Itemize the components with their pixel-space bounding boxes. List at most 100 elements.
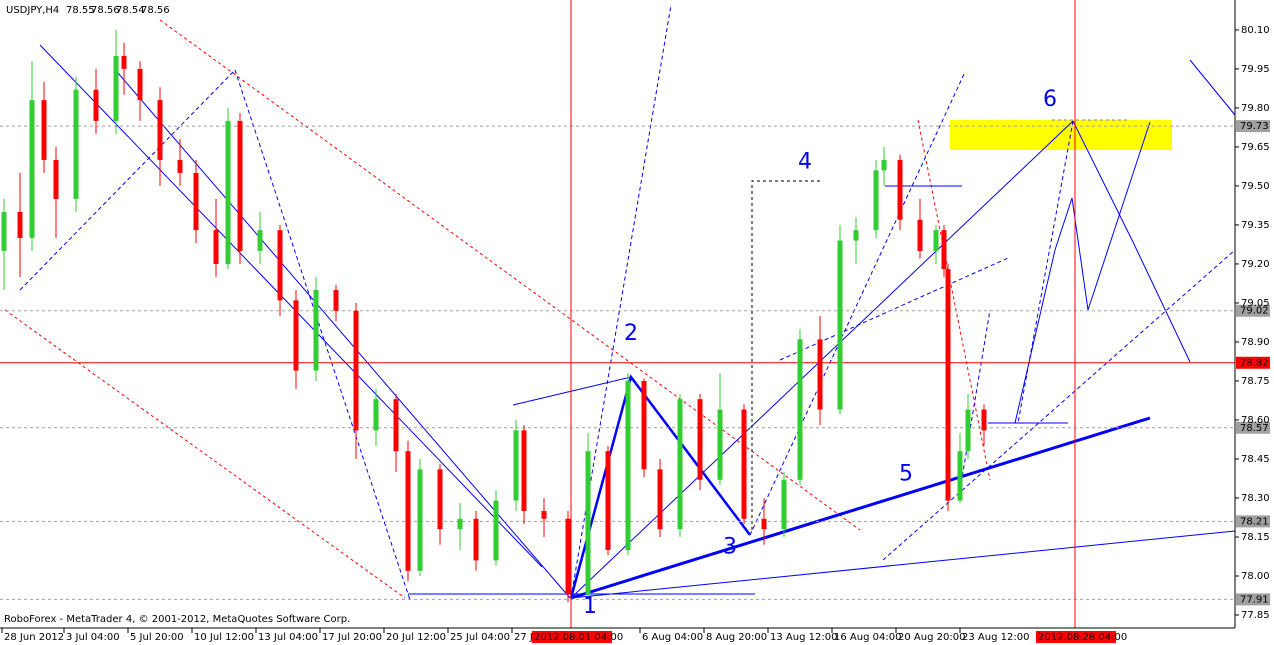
blue-dashed <box>959 309 991 491</box>
x-tick-label: 28 Jun 2012 <box>4 632 64 643</box>
y-tick-label: 80.10 <box>1241 25 1270 36</box>
target-zone <box>950 120 1172 150</box>
x-tick-label: 3 Jul 04:00 <box>66 632 120 643</box>
candle-body <box>897 159 903 220</box>
y-tick-label: 79.35 <box>1241 220 1270 231</box>
candle-body <box>41 100 47 160</box>
red-channel <box>917 119 991 481</box>
wave-label: 3 <box>723 534 737 559</box>
wave-label: 4 <box>798 150 812 175</box>
y-tick-label: 78.60 <box>1241 415 1270 426</box>
wave-label: 6 <box>1043 87 1057 112</box>
candle-body <box>641 380 647 470</box>
time-marker-box <box>532 631 612 643</box>
x-tick-label: 23 Aug 12:00 <box>962 632 1029 643</box>
candle-body <box>113 55 119 121</box>
wave-label: 2 <box>624 321 638 346</box>
candle-body <box>677 399 683 530</box>
candle-body <box>657 469 663 530</box>
candles <box>1 29 987 602</box>
candle-body <box>781 479 787 530</box>
candle-body <box>941 230 947 270</box>
candle-body <box>585 451 591 595</box>
wave-label: 5 <box>899 462 913 487</box>
trend-line <box>1189 59 1236 116</box>
candle-body <box>437 469 443 530</box>
y-tick-label: 79.50 <box>1241 181 1270 192</box>
blue-dashed <box>234 69 411 601</box>
level-label: 77.91 <box>1240 594 1269 605</box>
level-box <box>1236 356 1270 369</box>
candle-body <box>541 510 547 519</box>
x-tick-label: 20 Aug 20:00 <box>898 632 965 643</box>
candle-body <box>513 430 519 501</box>
footer: RoboForex - MetaTrader 4, © 2001-2012, M… <box>4 614 350 625</box>
analysis-drawings <box>4 4 1236 601</box>
level-label: 79.73 <box>1240 121 1269 132</box>
candle-body <box>237 120 243 251</box>
candle-body <box>873 170 879 231</box>
x-tick-label: 17 Jul 20:00 <box>322 632 382 643</box>
y-tick-label: 77.85 <box>1241 610 1270 621</box>
y-tick-label: 78.75 <box>1241 376 1270 387</box>
blue-dashed <box>749 71 966 536</box>
candle-body <box>837 240 843 410</box>
candle-body <box>277 230 283 301</box>
candle-body <box>493 500 499 561</box>
x-tick-label: 13 Jul 04:00 <box>258 632 318 643</box>
candle-body <box>177 159 183 173</box>
candle-body <box>29 100 35 238</box>
candle-body <box>933 230 939 251</box>
candle-body <box>817 339 823 410</box>
projection <box>1014 121 1151 424</box>
candle-body <box>225 120 231 264</box>
candle-body <box>17 211 23 238</box>
candle-body <box>605 451 611 550</box>
x-tick-label: 5 Jul 20:00 <box>130 632 184 643</box>
candle-body <box>761 518 767 530</box>
x-tick-label: 16 Aug 04:00 <box>834 632 901 643</box>
wave-base <box>570 416 1151 600</box>
candle-body <box>981 409 987 431</box>
candle-body <box>853 230 859 241</box>
wave-marker <box>751 180 823 530</box>
trend-line <box>39 44 543 568</box>
candle-body <box>565 518 571 595</box>
time-marker-box <box>1036 631 1116 643</box>
y-tick-label: 79.80 <box>1241 103 1270 114</box>
x-tick-label: 8 Aug 20:00 <box>706 632 767 643</box>
header-value: 78.56 <box>91 5 120 16</box>
candle-body <box>257 230 263 251</box>
candle-body <box>193 172 199 231</box>
time-marker-label: 2012.08.28 04:00 <box>1038 632 1127 643</box>
candle-body <box>393 399 399 452</box>
blue-dashed <box>19 69 236 291</box>
candle-body <box>313 289 319 371</box>
candle-body <box>405 451 411 571</box>
level-box <box>1236 421 1270 434</box>
x-tick-label: 25 Jul 04:00 <box>450 632 510 643</box>
candle-body <box>93 89 99 121</box>
wave-label: 1 <box>583 594 597 619</box>
header-value: 78.54 <box>116 5 145 16</box>
candle-body <box>457 518 463 530</box>
level-box <box>1236 593 1270 606</box>
trend-line <box>512 376 632 406</box>
candle-body <box>965 409 971 452</box>
level-label: 78.82 <box>1240 358 1269 369</box>
candle-body <box>373 399 379 431</box>
candle-body <box>717 409 723 480</box>
x-tick-label: 27 J <box>514 632 533 643</box>
candle-body <box>293 300 299 371</box>
y-tick-label: 78.15 <box>1241 532 1270 543</box>
x-tick-label: 13 Aug 12:00 <box>770 632 837 643</box>
time-marker-label: 2012.08.01 04:00 <box>534 632 623 643</box>
candle-body <box>157 100 163 160</box>
level-label: 78.57 <box>1240 423 1269 434</box>
candle-body <box>1 211 7 251</box>
x-tick-label: 6 Aug 04:00 <box>642 632 703 643</box>
y-tick-label: 79.95 <box>1241 64 1270 75</box>
y-tick-label: 78.00 <box>1241 571 1270 582</box>
red-channel <box>4 309 406 599</box>
